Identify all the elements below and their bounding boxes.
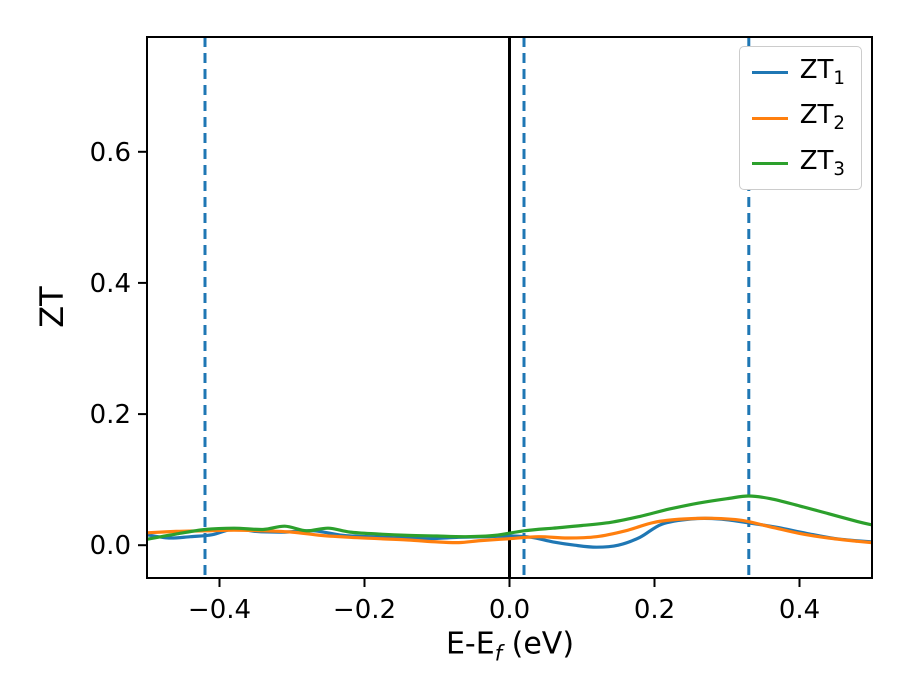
y-tick-label: 0.0 — [90, 531, 131, 561]
x-tick-label: −0.2 — [333, 595, 396, 625]
legend-entry-ZT2: ZT2 — [751, 100, 845, 135]
x-axis-label-suffix: (eV) — [502, 626, 575, 662]
legend-line-sample — [751, 161, 788, 165]
legend-label: ZT2 — [799, 100, 845, 135]
x-axis-label: E-Ef (eV) — [446, 627, 574, 666]
y-axis-ticks: 0.0 0.2 0.4 0.6 — [90, 138, 147, 561]
x-tick-label: 0.2 — [634, 595, 675, 625]
legend-entry-ZT3: ZT3 — [751, 145, 845, 180]
y-axis-label: ZT — [33, 286, 71, 328]
y-tick-label: 0.6 — [90, 138, 131, 168]
dashed-vlines — [203, 37, 751, 578]
series-line-ZT3 — [147, 494, 872, 541]
y-tick-label: 0.4 — [90, 269, 131, 299]
legend-label: ZT3 — [799, 145, 845, 180]
legend-line-sample — [751, 116, 788, 120]
x-tick-label: 0.4 — [779, 595, 820, 625]
x-axis-label-base: E-E — [445, 626, 495, 662]
x-tick-label: 0.0 — [489, 595, 530, 625]
x-tick-label: −0.4 — [188, 595, 251, 625]
legend-label: ZT1 — [799, 55, 845, 90]
legend-entry-ZT1: ZT1 — [751, 55, 845, 90]
legend-line-sample — [751, 71, 788, 75]
x-axis-ticks: −0.4 −0.2 0.0 0.2 0.4 — [188, 578, 820, 625]
series-line-ZT2 — [147, 516, 872, 545]
legend: ZT1 ZT2 ZT3 — [738, 46, 862, 191]
series-lines — [147, 494, 872, 549]
y-tick-label: 0.2 — [90, 400, 131, 430]
x-axis-label-sub: f — [494, 641, 503, 666]
